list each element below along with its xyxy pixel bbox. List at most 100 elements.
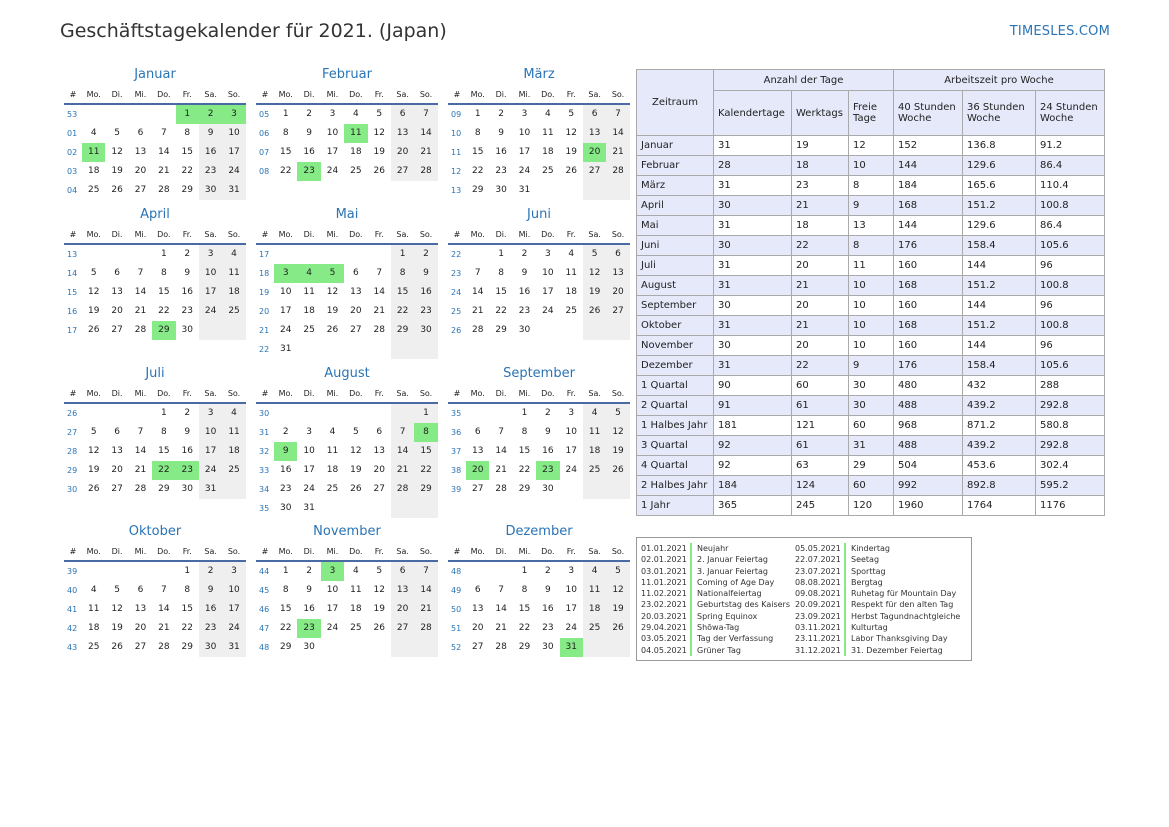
day-cell: 10 bbox=[222, 581, 246, 600]
period-label: August bbox=[636, 275, 714, 296]
summary-cell: 120 bbox=[848, 495, 894, 516]
holiday-date: 23.07.2021 bbox=[795, 565, 846, 577]
summary-cell: 152 bbox=[893, 135, 963, 156]
day-cell: 2 bbox=[414, 245, 438, 264]
holiday-name: Kindertag bbox=[851, 544, 890, 553]
weekday-header-row: # Mo. Di. Mi. Do. Fr. Sa. So. bbox=[448, 543, 630, 562]
week-row: 48 1 2 3 4 5 bbox=[448, 562, 630, 581]
week-row: 51 20 21 22 23 24 25 26 bbox=[448, 619, 630, 638]
day-cell: 10 bbox=[542, 268, 554, 278]
day-cell: 25 bbox=[582, 619, 607, 638]
holiday-date: 23.02.2021 bbox=[641, 599, 692, 611]
week-number: 10 bbox=[451, 129, 462, 138]
summary-row: 1 Halbes Jahr 181 121 60 968 871.2 580.8 bbox=[636, 415, 1105, 436]
day-cell: 20 bbox=[373, 465, 385, 475]
period-label: April bbox=[636, 195, 714, 216]
weekday-header: Do. bbox=[157, 90, 171, 99]
month-block: März # Mo. Di. Mi. Do. Fr. Sa. So. 09 1 2 3 4 5 6 7 10 8 9 1… bbox=[448, 66, 630, 200]
summary-cell: 892.8 bbox=[962, 475, 1036, 496]
week-number: 02 bbox=[67, 148, 78, 157]
holiday-date: 23.11.2021 bbox=[795, 633, 846, 645]
holiday-name: Respekt für den alten Tag bbox=[851, 600, 954, 610]
week-row: 12 22 23 24 25 26 27 28 bbox=[448, 162, 630, 181]
period-label: Oktober bbox=[636, 315, 714, 336]
day-cell: 5 bbox=[568, 109, 575, 119]
day-cell: 7 bbox=[137, 268, 144, 278]
week-number: 16 bbox=[67, 307, 78, 316]
week-number-header: # bbox=[453, 389, 461, 398]
week-number: 41 bbox=[67, 605, 78, 614]
brand-link[interactable]: TIMESLES.COM bbox=[1009, 24, 1110, 39]
day-cell: 1 bbox=[184, 566, 191, 576]
day-cell bbox=[606, 321, 630, 340]
day-cell: 3 bbox=[568, 408, 575, 418]
day-cell: 13 bbox=[350, 287, 362, 297]
summary-cell: 1176 bbox=[1035, 495, 1105, 516]
summary-cell: 10 bbox=[848, 335, 894, 356]
month-name: Oktober bbox=[128, 524, 182, 539]
day-cell: 12 bbox=[565, 128, 577, 138]
weekday-header-row: # Mo. Di. Mi. Do. Fr. Sa. So. bbox=[64, 385, 246, 404]
holiday-item: 04.05.2021 Grüner Tag bbox=[641, 644, 790, 656]
day-cell: 25 bbox=[222, 461, 246, 480]
day-cell: 11 bbox=[326, 446, 339, 456]
day-cell bbox=[82, 562, 105, 581]
day-cell: 21 bbox=[495, 465, 507, 475]
holiday-date: 04.05.2021 bbox=[641, 644, 692, 656]
holiday-date: 11.01.2021 bbox=[641, 576, 692, 589]
week-number: 19 bbox=[259, 288, 270, 297]
day-cell: 18 bbox=[542, 147, 554, 157]
day-cell bbox=[297, 340, 320, 359]
day-cell: 4 bbox=[329, 427, 336, 437]
day-cell: 30 bbox=[414, 321, 438, 340]
summary-row: September 30 20 10 160 144 96 bbox=[636, 295, 1105, 316]
summary-cell: 31 bbox=[713, 135, 792, 156]
day-cell: 21 bbox=[414, 143, 438, 162]
week-row: 17 26 27 28 29 30 bbox=[64, 321, 246, 340]
week-row: 27 5 6 7 8 9 10 11 bbox=[64, 423, 246, 442]
day-cell: 13 bbox=[134, 147, 147, 157]
summary-cell: 168 bbox=[893, 315, 963, 336]
summary-row: 1 Jahr 365 245 120 1960 1764 1176 bbox=[636, 495, 1105, 516]
holiday-item: 29.04.2021 Shōwa-Tag bbox=[641, 622, 790, 634]
week-number: 34 bbox=[259, 485, 270, 494]
day-cell: 18 bbox=[582, 600, 607, 619]
week-row: 15 12 13 14 15 16 17 18 bbox=[64, 283, 246, 302]
weekday-header: Mo. bbox=[86, 389, 101, 398]
week-number: 26 bbox=[451, 326, 462, 335]
summary-cell: 19 bbox=[791, 135, 849, 156]
weekday-header: Mi. bbox=[518, 547, 531, 556]
day-cell: 14 bbox=[471, 287, 484, 297]
day-cell: 30 bbox=[198, 638, 223, 657]
week-number-header: # bbox=[69, 230, 77, 239]
day-cell: 24 bbox=[326, 166, 339, 176]
summary-cell: 23 bbox=[791, 175, 849, 196]
weekday-header: Fr. bbox=[182, 230, 192, 239]
week-number: 40 bbox=[67, 586, 78, 595]
summary-cell: 871.2 bbox=[962, 415, 1036, 436]
day-cell: 20 bbox=[606, 283, 630, 302]
day-cell: 23 bbox=[297, 162, 321, 181]
day-cell bbox=[560, 181, 583, 200]
week-row: 04 25 26 27 28 29 30 31 bbox=[64, 181, 246, 200]
day-cell: 2 bbox=[184, 408, 191, 418]
day-cell: 30 bbox=[198, 181, 223, 200]
day-cell: 17 bbox=[222, 600, 246, 619]
day-cell: 25 bbox=[350, 623, 362, 633]
day-cell: 12 bbox=[606, 423, 630, 442]
summary-cell: 176 bbox=[893, 235, 963, 256]
weekday-header: Fr. bbox=[566, 389, 576, 398]
weekday-header: Do. bbox=[349, 90, 363, 99]
summary-cell: 968 bbox=[893, 415, 963, 436]
holiday-item: 20.03.2021 Spring Equinox bbox=[641, 610, 790, 623]
day-cell: 13 bbox=[390, 124, 415, 143]
week-number: 23 bbox=[451, 269, 462, 278]
day-cell: 18 bbox=[326, 465, 339, 475]
summary-cell: 31 bbox=[848, 435, 894, 456]
day-cell: 24 bbox=[198, 461, 223, 480]
day-cell bbox=[321, 499, 344, 518]
summary-row: 2 Halbes Jahr 184 124 60 992 892.8 595.2 bbox=[636, 475, 1105, 496]
days-header: Anzahl der Tage bbox=[713, 69, 894, 91]
day-cell: 8 bbox=[184, 585, 191, 595]
day-cell: 24 bbox=[222, 162, 246, 181]
